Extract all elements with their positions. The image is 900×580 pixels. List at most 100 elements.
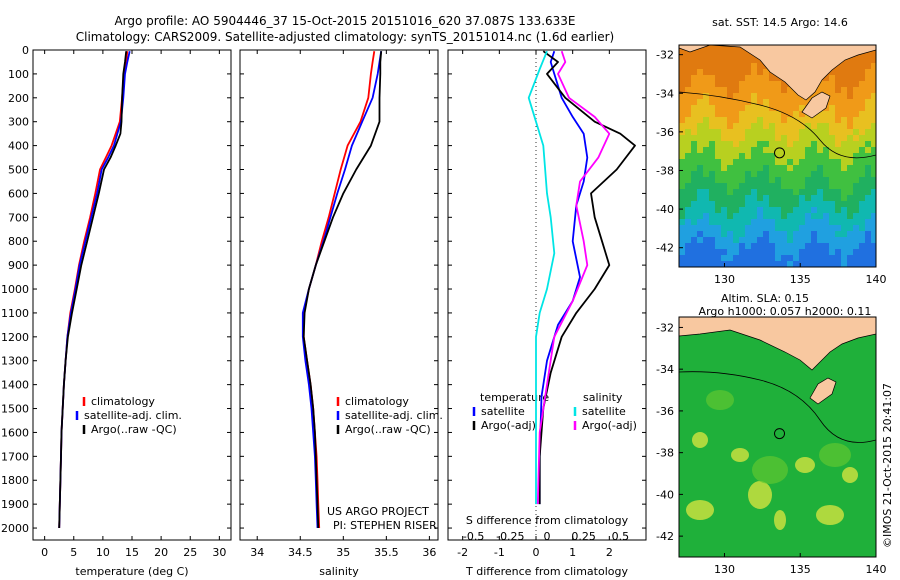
sst-cell bbox=[853, 249, 860, 256]
y-tick-label: 200 bbox=[8, 92, 29, 105]
sst-cell bbox=[811, 219, 818, 226]
sst-cell bbox=[721, 213, 728, 220]
sst-cell bbox=[691, 117, 698, 124]
sst-cell bbox=[793, 129, 800, 136]
sst-cell bbox=[793, 195, 800, 202]
sst-cell bbox=[871, 153, 876, 160]
sst-cell bbox=[829, 207, 836, 214]
sst-cell bbox=[859, 117, 866, 124]
sst-cell bbox=[679, 63, 686, 70]
sst-cell bbox=[709, 183, 716, 190]
sst-cell bbox=[733, 261, 740, 267]
sst-cell bbox=[793, 105, 800, 112]
sst-cell bbox=[733, 237, 740, 244]
sst-cell bbox=[769, 153, 776, 160]
sst-cell bbox=[739, 237, 746, 244]
sst-cell bbox=[769, 255, 776, 262]
sst-cell bbox=[775, 207, 782, 214]
sst-cell bbox=[691, 135, 698, 142]
sst-cell bbox=[715, 81, 722, 88]
sst-cell bbox=[847, 105, 854, 112]
sst-cell bbox=[745, 219, 752, 226]
sst-cell bbox=[817, 129, 824, 136]
sst-cell bbox=[835, 183, 842, 190]
sst-cell bbox=[841, 129, 848, 136]
sst-cell bbox=[715, 123, 722, 130]
sst-cell bbox=[679, 249, 686, 256]
sst-cell bbox=[853, 195, 860, 202]
sst-cell bbox=[763, 189, 770, 196]
sst-cell bbox=[835, 87, 842, 94]
sst-cell bbox=[679, 57, 686, 64]
y-tick-label: 300 bbox=[8, 116, 29, 129]
sst-cell bbox=[727, 243, 734, 250]
sst-cell bbox=[871, 171, 876, 178]
sst-cell bbox=[859, 141, 866, 148]
sst-cell bbox=[703, 177, 710, 184]
sst-cell bbox=[841, 111, 848, 118]
sst-cell bbox=[757, 225, 764, 232]
sst-cell bbox=[763, 171, 770, 178]
sst-cell bbox=[859, 249, 866, 256]
sst-cell bbox=[811, 195, 818, 202]
sst-cell bbox=[769, 147, 776, 154]
sst-cell bbox=[751, 87, 758, 94]
sst-cell bbox=[679, 159, 686, 166]
sst-cell bbox=[823, 225, 830, 232]
sst-cell bbox=[757, 81, 764, 88]
sst-cell bbox=[853, 57, 860, 64]
sst-cell bbox=[739, 123, 746, 130]
sst-cell bbox=[709, 255, 716, 262]
sst-cell bbox=[751, 171, 758, 178]
sst-cell bbox=[775, 123, 782, 130]
sst-cell bbox=[751, 183, 758, 190]
sst-cell bbox=[811, 213, 818, 220]
sst-cell bbox=[679, 93, 686, 100]
sla-anomaly bbox=[686, 500, 714, 520]
sst-cell bbox=[823, 147, 830, 154]
x-tick-label: 0 bbox=[533, 546, 540, 559]
sst-cell bbox=[775, 87, 782, 94]
sst-cell bbox=[829, 189, 836, 196]
sst-cell bbox=[709, 177, 716, 184]
sst-cell bbox=[685, 243, 692, 250]
sst-cell bbox=[787, 105, 794, 112]
sla-anomaly bbox=[795, 457, 815, 473]
sst-cell bbox=[703, 57, 710, 64]
sst-cell bbox=[751, 75, 758, 82]
sst-cell bbox=[841, 243, 848, 250]
sst-cell bbox=[817, 153, 824, 160]
sst-cell bbox=[817, 111, 824, 118]
sst-cell bbox=[775, 105, 782, 112]
sst-cell bbox=[751, 225, 758, 232]
sst-cell bbox=[859, 195, 866, 202]
sla-anomaly bbox=[774, 510, 786, 530]
sst-cell bbox=[727, 237, 734, 244]
sst-cell bbox=[793, 177, 800, 184]
sst-cell bbox=[715, 87, 722, 94]
sst-cell bbox=[871, 237, 876, 244]
sst-cell bbox=[847, 189, 854, 196]
sst-cell bbox=[745, 195, 752, 202]
sst-cell bbox=[841, 195, 848, 202]
sst-cell bbox=[781, 141, 788, 148]
sst-cell bbox=[853, 219, 860, 226]
sst-cell bbox=[733, 171, 740, 178]
sst-cell bbox=[787, 195, 794, 202]
sst-cell bbox=[871, 195, 876, 202]
sst-cell bbox=[853, 81, 860, 88]
x-tick-label: 36 bbox=[422, 546, 436, 559]
sst-cell bbox=[853, 171, 860, 178]
sst-cell bbox=[751, 165, 758, 172]
sst-cell bbox=[853, 123, 860, 130]
sst-cell bbox=[733, 87, 740, 94]
sst-cell bbox=[697, 123, 704, 130]
sst-cell bbox=[733, 255, 740, 262]
sst-cell bbox=[835, 225, 842, 232]
sst-cell bbox=[757, 63, 764, 70]
sst-cell bbox=[775, 93, 782, 100]
sst-cell bbox=[781, 237, 788, 244]
sst-cell bbox=[859, 207, 866, 214]
sst-cell bbox=[847, 75, 854, 82]
sst-cell bbox=[817, 123, 824, 130]
